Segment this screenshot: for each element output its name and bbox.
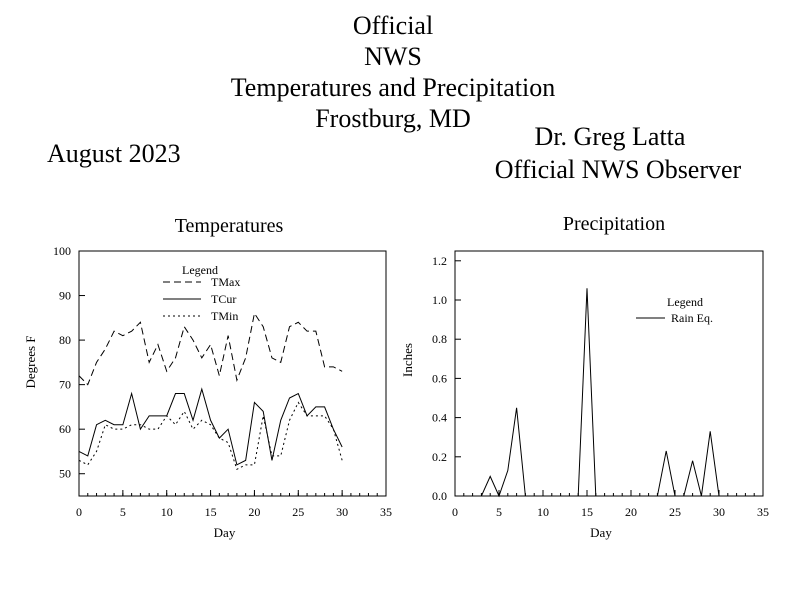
series-line-tcur <box>78 387 343 466</box>
precip-legend-label: Rain Eq. <box>671 311 713 325</box>
temp-x-axis-label: Day <box>214 525 236 540</box>
header-line-official: Official <box>352 11 434 40</box>
precip-x-tick-label: 10 <box>537 505 549 519</box>
temp-x-tick-label: 35 <box>380 505 392 519</box>
temp-x-tick-label: 10 <box>161 505 173 519</box>
precip-x-tick-label: 35 <box>757 505 769 519</box>
temp-y-tick-label: 80 <box>59 333 71 347</box>
temp-y-tick-label: 100 <box>53 244 71 258</box>
precip-x-axis-label: Day <box>590 525 612 540</box>
precip-y-tick-label: 0.0 <box>432 489 447 503</box>
observer-name: Dr. Greg Latta <box>534 122 686 151</box>
precip-y-axis-label: Inches <box>400 343 415 377</box>
precip-x-tick-label: 15 <box>581 505 593 519</box>
precip-y-tick-label: 0.6 <box>432 371 447 385</box>
precip-x-tick-label: 5 <box>496 505 502 519</box>
temp-plot-frame <box>78 250 387 497</box>
temp-chart-title: Temperatures <box>175 215 284 237</box>
temp-x-tick-label: 15 <box>205 505 217 519</box>
temp-legend-label: TMax <box>211 275 240 289</box>
series-line-tmin <box>78 401 343 470</box>
precip-x-tick-label: 0 <box>452 505 458 519</box>
temp-y-tick-label: 90 <box>59 289 71 303</box>
precip-plot-frame <box>454 250 764 497</box>
temp-y-tick-label: 60 <box>59 422 71 436</box>
precip-x-tick-label: 20 <box>625 505 637 519</box>
series-line-tmax <box>78 312 343 386</box>
observer-role: Official NWS Observer <box>494 155 742 184</box>
precip-x-tick-label: 30 <box>713 505 725 519</box>
precip-y-tick-label: 0.8 <box>432 332 447 346</box>
temp-y-tick-label: 70 <box>59 378 71 392</box>
temp-legend-label: TMin <box>211 309 238 323</box>
temp-legend-title: Legend <box>182 263 218 277</box>
month-label: August 2023 <box>47 139 181 168</box>
series-line-rain-eq- <box>455 288 720 498</box>
header-line-nws: NWS <box>364 42 422 71</box>
precip-y-tick-label: 0.4 <box>432 411 447 425</box>
temp-x-tick-label: 25 <box>292 505 304 519</box>
temp-x-tick-label: 0 <box>76 505 82 519</box>
header-line-title: Temperatures and Precipitation <box>230 73 556 102</box>
precip-chart-title: Precipitation <box>563 213 665 235</box>
temp-y-axis-label: Degrees F <box>23 335 38 388</box>
precip-x-tick-label: 25 <box>669 505 681 519</box>
precip-legend-title: Legend <box>667 295 703 309</box>
temp-legend-label: TCur <box>211 292 236 306</box>
temp-x-tick-label: 20 <box>248 505 260 519</box>
precip-y-tick-label: 1.0 <box>432 293 447 307</box>
temp-y-tick-label: 50 <box>59 467 71 481</box>
precip-y-tick-label: 1.2 <box>432 254 447 268</box>
temp-x-tick-label: 30 <box>336 505 348 519</box>
header-line-location: Frostburg, MD <box>315 104 471 133</box>
precip-y-tick-label: 0.2 <box>432 450 447 464</box>
temp-x-tick-label: 5 <box>120 505 126 519</box>
